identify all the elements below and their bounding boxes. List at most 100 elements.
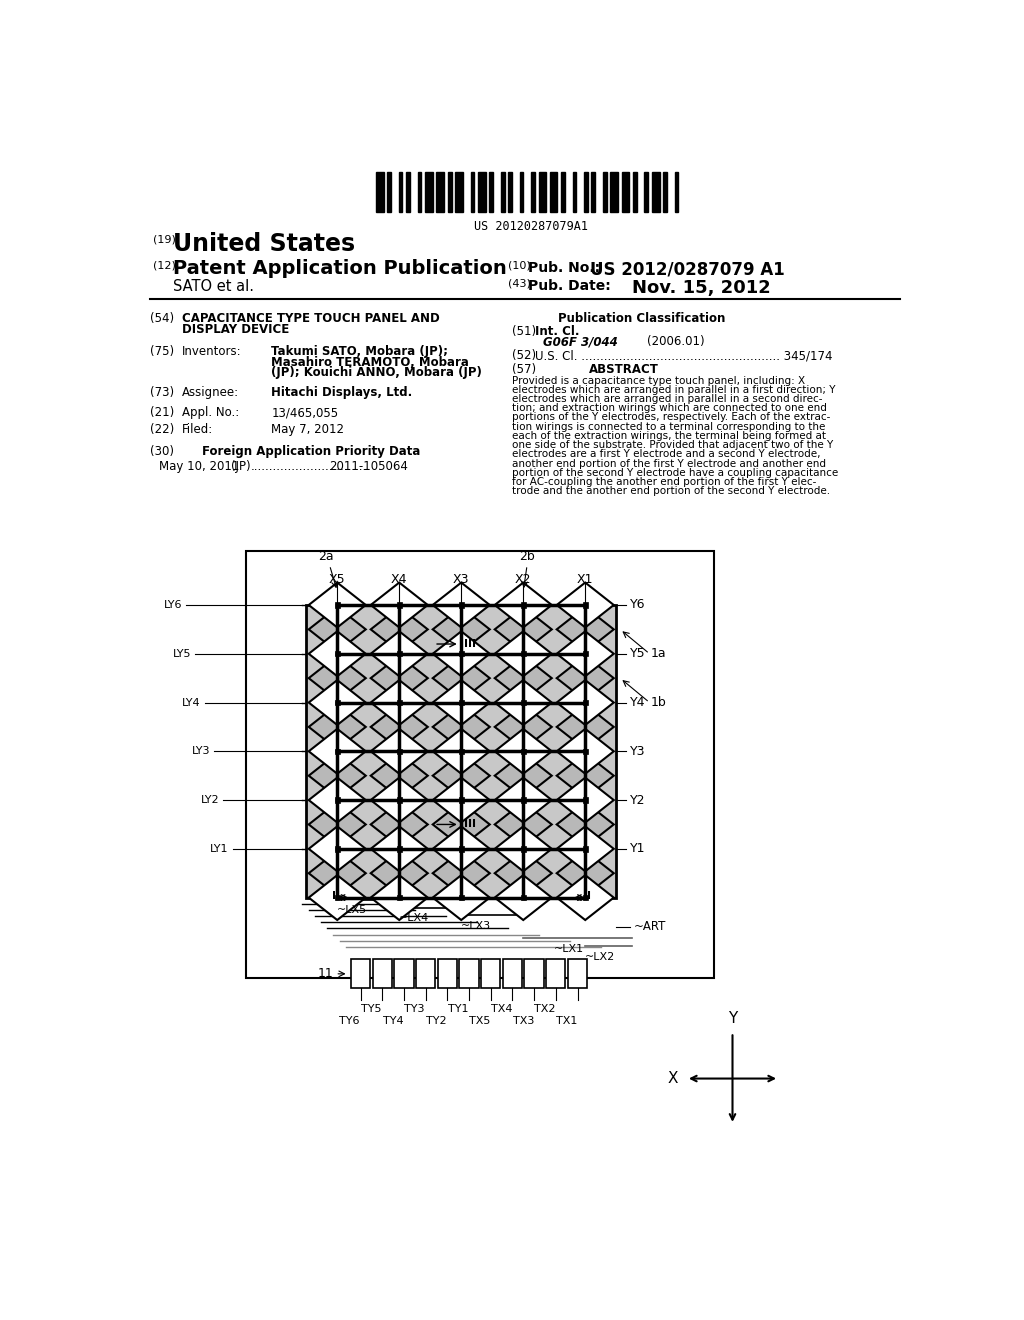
Bar [531,173,535,213]
Text: X4: X4 [391,573,408,586]
Polygon shape [557,754,613,799]
Polygon shape [557,875,613,920]
Bar [583,748,588,754]
Text: X: X [668,1071,678,1086]
Bar [407,173,410,213]
Text: Patent Application Publication: Patent Application Publication [173,259,507,277]
Polygon shape [308,851,366,896]
Text: TX3: TX3 [513,1016,534,1026]
Text: (22): (22) [150,424,174,437]
Text: TY5: TY5 [361,1003,382,1014]
Text: Takumi SATO, Mobara (JP);: Takumi SATO, Mobara (JP); [271,345,449,358]
Text: TX5: TX5 [469,1016,490,1026]
Polygon shape [495,826,552,871]
Bar [396,748,402,754]
Text: III: III [464,639,475,649]
Text: (75): (75) [150,345,174,358]
Text: ~LX2: ~LX2 [586,952,615,961]
Text: Pub. Date:: Pub. Date: [528,279,610,293]
Bar [622,173,630,213]
Polygon shape [557,631,613,676]
Text: trode and the another end portion of the second Y electrode.: trode and the another end portion of the… [512,487,829,496]
Bar [664,173,667,213]
Polygon shape [557,729,613,774]
Text: ~LX1: ~LX1 [554,944,585,954]
Bar [335,797,340,803]
Polygon shape [557,777,613,822]
Bar [459,748,464,754]
Polygon shape [495,656,552,701]
Text: Hitachi Displays, Ltd.: Hitachi Displays, Ltd. [271,387,413,400]
Text: United States: United States [173,231,355,256]
Bar [351,960,371,989]
Text: TX2: TX2 [535,1003,556,1014]
Bar [470,173,474,213]
Bar [508,173,512,213]
Bar [396,651,402,656]
Polygon shape [557,826,613,871]
Text: G06F 3/044: G06F 3/044 [543,335,617,348]
Bar [396,700,402,705]
Bar [583,651,588,656]
Text: Provided is a capacitance type touch panel, including: X: Provided is a capacitance type touch pan… [512,376,805,385]
Text: X3: X3 [453,573,469,586]
Text: II: II [332,891,340,902]
Polygon shape [371,729,428,774]
Text: 11: 11 [318,968,334,981]
Bar [478,173,485,213]
Bar [246,552,714,978]
Text: III: III [464,820,475,829]
Text: (JP); Kouichi ANNO, Mobara (JP): (JP); Kouichi ANNO, Mobara (JP) [271,367,482,379]
Polygon shape [557,607,613,652]
Polygon shape [433,777,489,822]
Bar [416,960,435,989]
Bar [633,173,637,213]
Polygon shape [308,803,366,847]
Text: (2006.01): (2006.01) [647,335,705,348]
Text: DISPLAY DEVICE: DISPLAY DEVICE [182,323,290,337]
Bar [520,651,526,656]
Text: Publication Classification: Publication Classification [558,313,725,326]
Polygon shape [433,826,489,871]
Polygon shape [495,631,552,676]
Bar [583,895,588,900]
Polygon shape [371,754,428,799]
Bar [425,173,433,213]
Text: X5: X5 [329,573,345,586]
Text: LY3: LY3 [191,746,210,756]
Polygon shape [371,777,428,822]
Bar [539,173,546,213]
Bar [456,173,463,213]
Text: SATO et al.: SATO et al. [173,279,254,293]
Polygon shape [308,826,366,871]
Bar [561,173,565,213]
Polygon shape [433,851,489,896]
Bar [546,960,565,989]
Text: electrodes which are arranged in parallel in a first direction; Y: electrodes which are arranged in paralle… [512,385,836,395]
Text: (19): (19) [153,235,176,244]
Text: one side of the substrate. Provided that adjacent two of the Y: one side of the substrate. Provided that… [512,441,833,450]
Text: TY1: TY1 [447,1003,468,1014]
Text: TX4: TX4 [490,1003,512,1014]
Bar [489,173,494,213]
Text: II: II [583,891,591,902]
Bar [675,173,679,213]
Text: Y6: Y6 [630,598,646,611]
Text: ABSTRACT: ABSTRACT [589,363,659,376]
Polygon shape [495,754,552,799]
Text: 2b: 2b [519,549,535,562]
Text: Inventors:: Inventors: [182,345,242,358]
Bar [572,173,577,213]
Polygon shape [371,803,428,847]
Text: 2011-105064: 2011-105064 [330,461,409,474]
Text: 1a: 1a [651,647,667,660]
Text: LY5: LY5 [173,648,191,659]
Polygon shape [308,729,366,774]
Text: Nov. 15, 2012: Nov. 15, 2012 [632,279,770,297]
Bar [459,651,464,656]
Bar [460,960,478,989]
Polygon shape [308,777,366,822]
Text: (30): (30) [150,445,174,458]
Text: TY4: TY4 [383,1016,403,1026]
Text: (JP): (JP) [231,461,251,474]
